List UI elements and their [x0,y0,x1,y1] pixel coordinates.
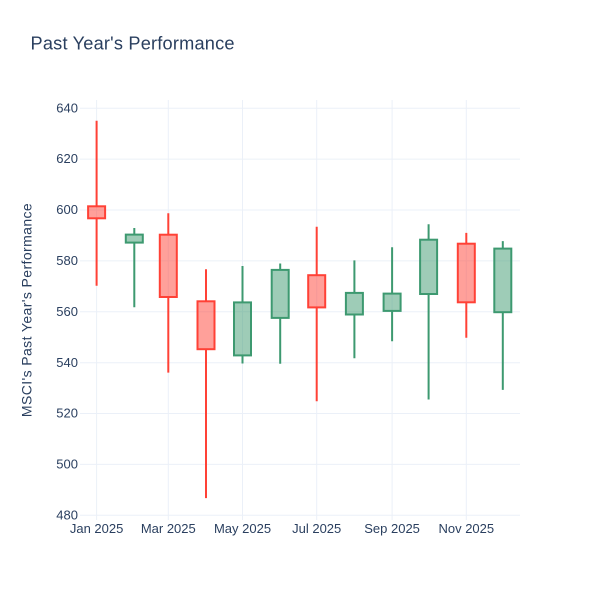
svg-text:Past Year's Performance: Past Year's Performance [31,34,235,54]
svg-text:Nov 2025: Nov 2025 [438,521,494,536]
svg-text:MSCI's Past Year's Performance: MSCI's Past Year's Performance [19,203,35,417]
svg-text:Mar 2025: Mar 2025 [141,521,196,536]
svg-text:560: 560 [56,304,78,319]
svg-text:Jul 2025: Jul 2025 [292,521,341,536]
svg-text:480: 480 [56,507,78,522]
svg-text:640: 640 [56,100,78,115]
svg-text:620: 620 [56,151,78,166]
svg-text:540: 540 [56,355,78,370]
svg-text:500: 500 [56,457,78,472]
svg-text:Jan 2025: Jan 2025 [70,521,124,536]
svg-text:600: 600 [56,202,78,217]
svg-text:May 2025: May 2025 [214,521,271,536]
svg-text:580: 580 [56,253,78,268]
svg-text:Sep 2025: Sep 2025 [364,521,420,536]
svg-text:520: 520 [56,406,78,421]
